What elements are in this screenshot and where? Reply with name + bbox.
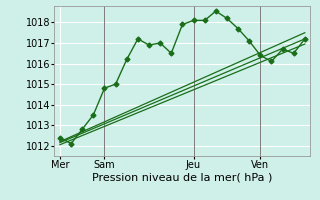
X-axis label: Pression niveau de la mer( hPa ): Pression niveau de la mer( hPa ) [92, 173, 273, 183]
